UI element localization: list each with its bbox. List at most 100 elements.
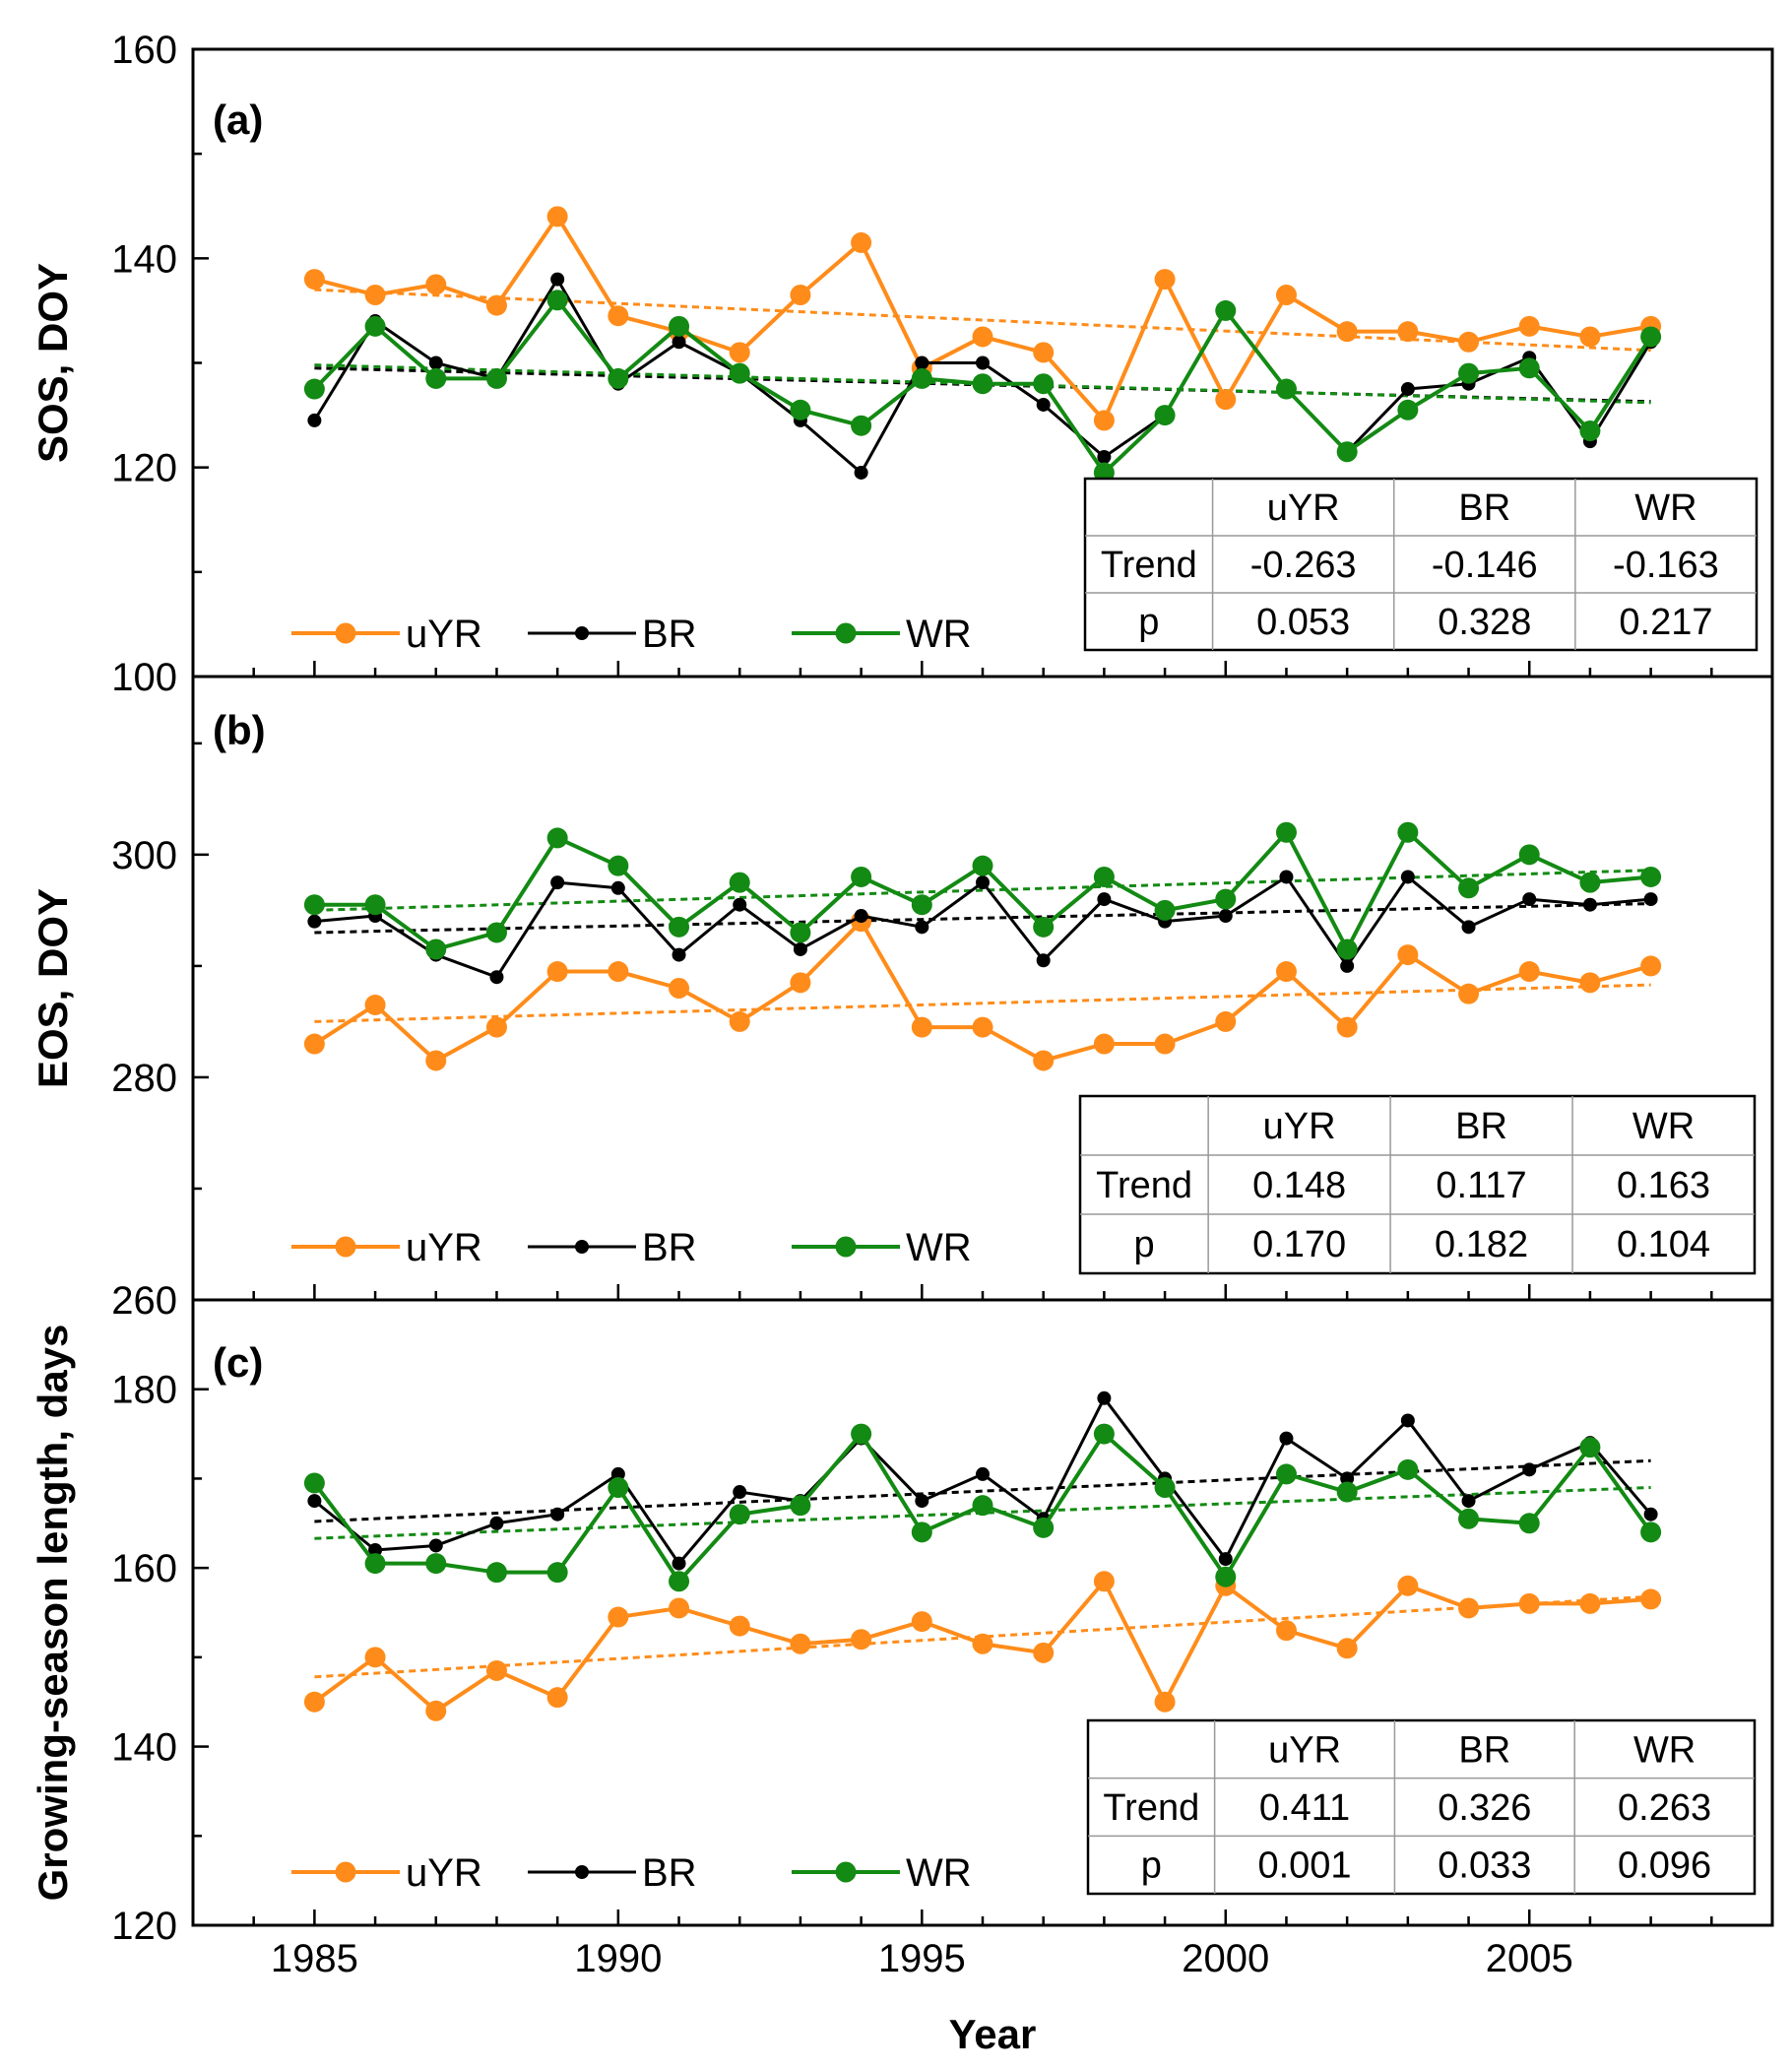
point-uYR — [485, 1659, 507, 1681]
table-header-uYR: uYR — [1267, 487, 1340, 529]
stats-table: uYR BR WR Trend 0.411 0.326 0.263 p 0.001 0.033 0.… — [1086, 1718, 1757, 1896]
point-uYR — [1033, 1642, 1055, 1663]
point-uYR — [1275, 961, 1297, 983]
point-WR — [1215, 888, 1237, 910]
point-WR — [425, 367, 447, 389]
y-tick-label: 140 — [111, 237, 177, 281]
point-BR — [550, 272, 565, 287]
point-BR — [1279, 870, 1294, 884]
point-WR — [972, 855, 993, 876]
table-cell: -0.146 — [1432, 545, 1538, 586]
y-tick-label: 100 — [111, 656, 177, 699]
point-uYR — [1215, 389, 1237, 411]
point-uYR — [729, 1615, 750, 1637]
trendline-WR — [314, 869, 1651, 912]
point-uYR — [1518, 1592, 1540, 1614]
point-uYR — [1275, 1620, 1297, 1642]
y-tick-label: 280 — [111, 1057, 177, 1100]
table-row-label: p — [1134, 1224, 1155, 1265]
table-cell: -0.163 — [1613, 545, 1719, 586]
legend: uYR BR WR — [291, 613, 972, 656]
table-header-WR: WR — [1633, 1729, 1696, 1771]
point-uYR — [1275, 284, 1297, 305]
x-axis-title: Year — [949, 2011, 1037, 2057]
point-BR — [489, 970, 504, 985]
point-uYR — [729, 1010, 750, 1032]
y-axis-title: Growing-season length, days — [30, 1325, 76, 1902]
point-uYR — [972, 326, 993, 348]
y-tick-label: 120 — [111, 1905, 177, 1948]
point-uYR — [1154, 269, 1176, 291]
point-BR — [1400, 870, 1415, 884]
point-uYR — [1033, 342, 1055, 363]
legend: uYR BR WR — [291, 1851, 972, 1895]
y-tick-label: 300 — [111, 834, 177, 877]
panel-a: 100 120 140 160 SOS, DOY (a) uYR BR WR uYR BR WR Tre… — [30, 29, 1774, 699]
point-uYR — [851, 231, 872, 253]
point-uYR — [1336, 321, 1358, 343]
point-BR — [1218, 909, 1233, 924]
point-uYR — [303, 269, 325, 291]
table-header-BR: BR — [1458, 1729, 1510, 1771]
point-uYR — [1397, 1575, 1419, 1596]
point-WR — [911, 367, 932, 389]
panel-c: 120 140 160 180 Growing-season length, days (… — [30, 1298, 1774, 1948]
point-BR — [1097, 450, 1112, 465]
point-WR — [1579, 872, 1601, 893]
point-BR — [428, 356, 443, 370]
y-tick-label: 140 — [111, 1726, 177, 1770]
panel-b: 260 280 300 EOS, DOY (b) uYR BR WR uYR BR WR Trend 0… — [30, 675, 1774, 1323]
x-tick-label: 2000 — [1182, 1937, 1269, 1980]
y-tick-label: 160 — [111, 1547, 177, 1590]
point-BR — [976, 875, 990, 890]
point-WR — [608, 367, 629, 389]
point-WR — [608, 1477, 629, 1498]
point-uYR — [911, 1611, 932, 1633]
point-WR — [1033, 373, 1055, 395]
point-uYR — [1154, 1691, 1176, 1713]
point-WR — [851, 1423, 872, 1445]
point-WR — [1154, 405, 1176, 426]
table-cell: 0.148 — [1252, 1165, 1346, 1206]
point-uYR — [1640, 1588, 1662, 1610]
point-uYR — [669, 1597, 690, 1619]
point-WR — [546, 1562, 568, 1584]
point-WR — [1336, 938, 1358, 960]
legend-label-uYR: uYR — [406, 613, 482, 656]
table-cell: 0.170 — [1252, 1224, 1346, 1265]
point-uYR — [1579, 1592, 1601, 1614]
point-WR — [790, 922, 811, 943]
table-cell: 0.182 — [1435, 1224, 1528, 1265]
legend-marker-WR — [835, 1861, 857, 1883]
point-uYR — [303, 1691, 325, 1713]
legend-marker-BR — [575, 1240, 589, 1254]
point-WR — [851, 866, 872, 887]
stats-table: uYR BR WR Trend -0.263 -0.146 -0.163 p 0.053 0.32… — [1083, 477, 1759, 652]
point-BR — [1097, 1391, 1112, 1405]
point-uYR — [1640, 955, 1662, 977]
x-tick-label: 1985 — [271, 1937, 358, 1980]
point-uYR — [608, 961, 629, 983]
point-BR — [489, 1516, 504, 1530]
point-BR — [610, 1466, 625, 1481]
trendline-uYR — [314, 288, 1651, 353]
point-uYR — [364, 284, 386, 305]
trendline-WR — [314, 1486, 1651, 1540]
point-uYR — [669, 978, 690, 999]
point-uYR — [1215, 1010, 1237, 1032]
point-WR — [729, 1504, 750, 1525]
point-BR — [1218, 1552, 1233, 1567]
point-BR — [1400, 1413, 1415, 1428]
table-cell: 0.217 — [1619, 602, 1712, 643]
y-tick-label: 260 — [111, 1279, 177, 1323]
point-WR — [1640, 326, 1662, 348]
point-uYR — [1458, 331, 1480, 353]
point-BR — [733, 897, 747, 912]
point-BR — [550, 1507, 565, 1521]
point-WR — [1275, 1463, 1297, 1485]
legend-label-WR: WR — [906, 1226, 972, 1269]
point-uYR — [790, 284, 811, 305]
point-BR — [1522, 892, 1537, 907]
point-BR — [1340, 958, 1355, 973]
point-uYR — [546, 1687, 568, 1709]
